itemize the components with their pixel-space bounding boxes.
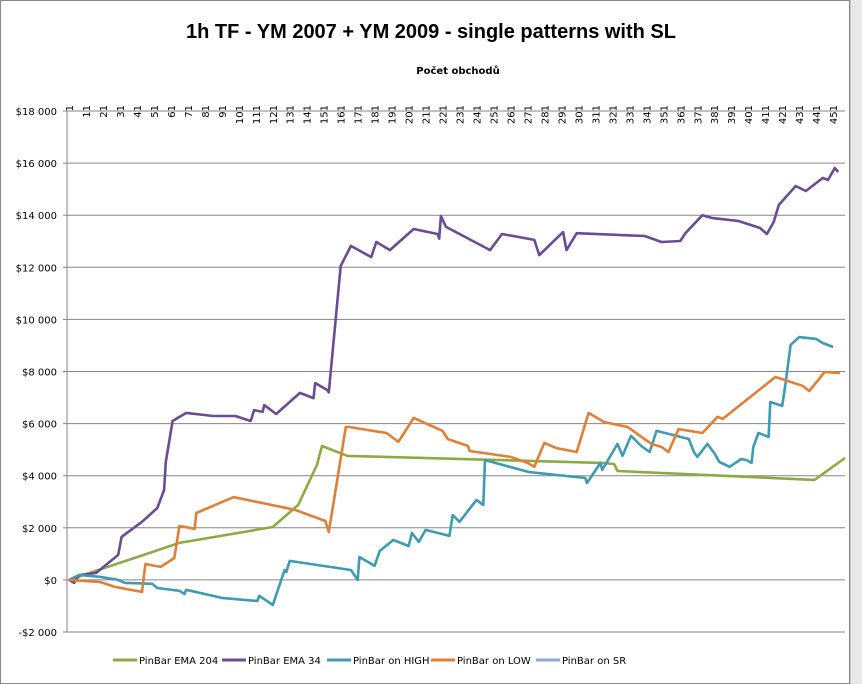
x-tick-label: 381: [710, 105, 721, 124]
window-edge-scrollbar[interactable]: [850, 0, 862, 684]
x-tick-label: 391: [727, 105, 738, 124]
x-tick-label: 201: [405, 105, 416, 124]
legend: PinBar EMA 204 PinBar EMA 34 PinBar on HIG…: [113, 656, 626, 667]
x-axis-ticks: 1 11 21 31 41 51 61 71 81 91 101 111 121 131 141 151 161…: [65, 105, 840, 124]
x-tick-label: 51: [150, 105, 161, 118]
y-tick-label: $12 000: [16, 263, 57, 274]
x-tick-label: 71: [184, 105, 195, 118]
x-tick-label: 411: [761, 105, 772, 124]
y-tick-label: -$2 000: [18, 628, 57, 639]
series-line-pinbar-ema-34: [68, 166, 840, 585]
series-line-pinbar-ema-204: [68, 444, 846, 582]
y-tick-label: $16 000: [16, 159, 57, 170]
x-tick-label: 221: [439, 105, 450, 124]
x-tick-label: 361: [676, 105, 687, 124]
y-axis-ticks: -$2 000 $0 $2 000 $4 000 $6 000 $8 000 $10 000…: [16, 107, 57, 639]
chart-title: 1h TF - YM 2007 + YM 2009 - single patte…: [186, 21, 676, 43]
y-tick-label: $2 000: [22, 524, 57, 535]
series-line-pinbar-on-high: [68, 335, 834, 607]
x-tick-label: 81: [201, 105, 212, 118]
y-tick-label: $10 000: [16, 315, 57, 326]
x-tick-label: 161: [337, 105, 348, 124]
x-tick-label: 101: [235, 105, 246, 124]
legend-label: PinBar on HIGH: [353, 656, 430, 667]
y-tick-label: $6 000: [22, 420, 57, 431]
x-tick-label: 341: [642, 105, 653, 124]
x-tick-label: 131: [286, 105, 297, 124]
x-tick-label: 31: [116, 105, 127, 118]
x-tick-label: 441: [812, 105, 823, 124]
x-tick-label: 431: [795, 105, 806, 124]
x-tick-label: 11: [82, 105, 93, 118]
x-tick-label: 401: [744, 105, 755, 124]
y-tick-label: $8 000: [22, 368, 57, 379]
x-tick-label: 21: [99, 105, 110, 118]
legend-label: PinBar on LOW: [457, 656, 531, 667]
x-tick-label: 451: [829, 105, 840, 124]
x-tick-label: 291: [557, 105, 568, 124]
y-tick-label: $18 000: [16, 107, 57, 118]
x-tick-label: 171: [354, 105, 365, 124]
x-tick-label: 321: [608, 105, 619, 124]
x-axis-title: Počet obchodů: [416, 64, 499, 77]
x-tick-label: 111: [252, 105, 263, 124]
x-tick-label: 61: [167, 105, 178, 118]
x-tick-label: 141: [303, 105, 314, 124]
x-tick-label: 121: [269, 105, 280, 124]
x-tick-label: 331: [625, 105, 636, 124]
x-tick-label: 1: [65, 105, 76, 111]
x-tick-label: 351: [659, 105, 670, 124]
legend-label: PinBar EMA 34: [248, 656, 321, 667]
x-tick-label: 231: [456, 105, 467, 124]
x-tick-label: 301: [574, 105, 585, 124]
x-tick-label: 251: [490, 105, 501, 124]
x-tick-label: 311: [591, 105, 602, 124]
x-tick-label: 181: [371, 105, 382, 124]
x-tick-label: 241: [473, 105, 484, 124]
series-line-pinbar-on-low: [68, 370, 840, 594]
x-tick-label: 281: [540, 105, 551, 124]
x-tick-label: 151: [320, 105, 331, 124]
legend-label: PinBar EMA 204: [139, 656, 218, 667]
legend-label: PinBar on SR: [562, 656, 626, 667]
gridlines: [63, 110, 845, 633]
y-tick-label: $14 000: [16, 211, 57, 222]
x-tick-label: 421: [778, 105, 789, 124]
x-tick-label: 191: [388, 105, 399, 124]
x-tick-label: 271: [523, 105, 534, 124]
x-tick-label: 91: [218, 105, 229, 118]
x-tick-label: 261: [506, 105, 517, 124]
x-tick-label: 211: [422, 105, 433, 124]
x-tick-label: 41: [133, 105, 144, 118]
y-tick-label: $4 000: [22, 472, 57, 483]
y-tick-label: $0: [44, 576, 57, 587]
series-lines: [68, 166, 846, 607]
x-tick-label: 371: [693, 105, 704, 124]
